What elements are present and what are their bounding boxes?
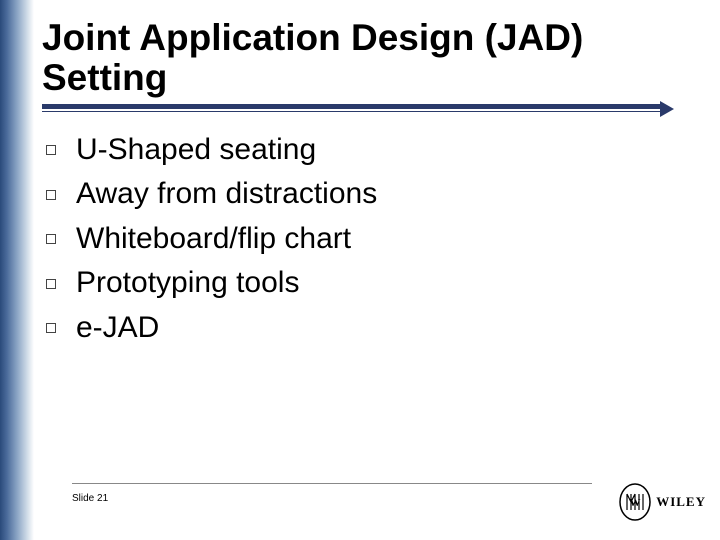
wiley-emblem-icon: W <box>618 482 652 522</box>
bullet-text: e-JAD <box>76 308 159 349</box>
list-item: e-JAD <box>46 308 700 349</box>
publisher-name: WILEY <box>656 494 706 510</box>
left-gradient-bar <box>0 0 34 540</box>
slide-title: Joint Application Design (JAD) Setting <box>42 18 700 98</box>
bullet-icon <box>46 323 56 333</box>
slide-content: Joint Application Design (JAD) Setting U… <box>34 0 720 352</box>
list-item: Prototyping tools <box>46 263 700 304</box>
publisher-logo: W WILEY <box>618 482 706 522</box>
bullet-list: U-Shaped seating Away from distractions … <box>42 130 700 349</box>
bullet-text: U-Shaped seating <box>76 130 316 171</box>
list-item: Away from distractions <box>46 174 700 215</box>
bullet-text: Away from distractions <box>76 174 377 215</box>
bullet-icon <box>46 190 56 200</box>
title-underline <box>42 104 700 112</box>
list-item: U-Shaped seating <box>46 130 700 171</box>
slide-number: Slide 21 <box>72 493 108 504</box>
bullet-text: Whiteboard/flip chart <box>76 219 351 260</box>
list-item: Whiteboard/flip chart <box>46 219 700 260</box>
bullet-icon <box>46 279 56 289</box>
bullet-icon <box>46 234 56 244</box>
bullet-icon <box>46 145 56 155</box>
svg-text:W: W <box>630 497 641 509</box>
footer-divider <box>72 483 592 484</box>
bullet-text: Prototyping tools <box>76 263 299 304</box>
